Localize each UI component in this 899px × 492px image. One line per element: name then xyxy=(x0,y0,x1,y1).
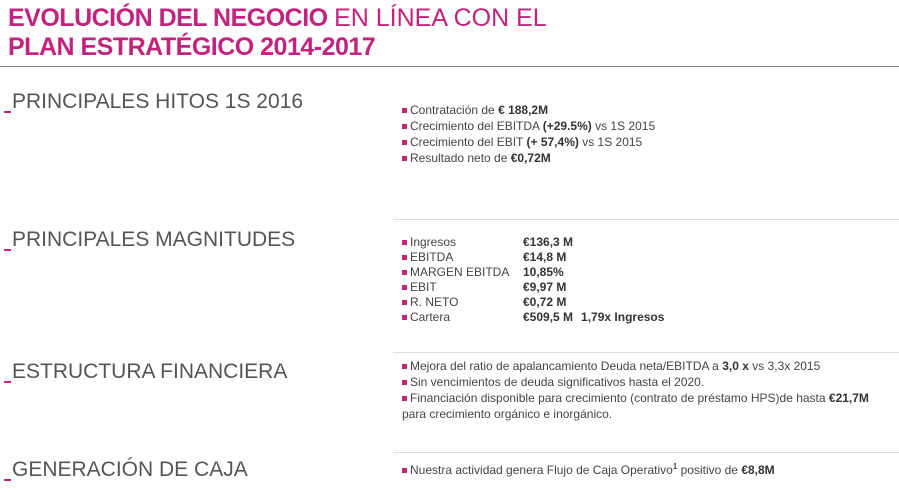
title-bold: EVOLUCIÓN DEL NEGOCIO xyxy=(8,4,328,32)
text: Nuestra actividad genera Flujo de Caja O… xyxy=(410,463,673,477)
text-bold: (+ 57,4%) xyxy=(526,135,579,149)
title: PLAN ESTRATÉGICO 2014-2017 xyxy=(8,33,376,62)
magnitude-label: R. NETO xyxy=(410,295,459,309)
magnitude-row: EBITDA €14,8 M xyxy=(402,249,566,265)
magnitude-row: Ingresos €136,3 M xyxy=(402,234,573,250)
bullet: Nuestra actividad genera Flujo de Caja O… xyxy=(402,459,775,478)
section-heading: PRINCIPALES HITOS 1S 2016 xyxy=(3,90,304,113)
magnitude-value: €9,97 M xyxy=(523,280,567,294)
text: Crecimiento del EBIT xyxy=(410,135,527,149)
footnote-mark: 1 xyxy=(672,462,678,471)
text: vs 1S 2015 xyxy=(591,119,656,133)
magnitude-row: Cartera €509,5 M 1,79x Ingresos xyxy=(402,309,664,325)
title-light: EN LÍNEA CON EL xyxy=(334,4,547,32)
bullet: Resultado neto de €0,72M xyxy=(402,150,551,166)
magnitude-value: €0,72 M xyxy=(523,295,567,309)
magnitude-label: Ingresos xyxy=(410,235,457,249)
magnitude-value: 10,85% xyxy=(523,265,564,279)
magnitude-row: EBIT €9,97 M xyxy=(402,279,566,295)
text: para crecimiento orgánico e inorgánico. xyxy=(402,407,613,421)
text-bold: €8,8M xyxy=(741,463,775,477)
section-heading: PRINCIPALES MAGNITUDES xyxy=(3,228,296,251)
text-bold: (+29.5%) xyxy=(542,119,592,133)
text: Financiación disponible para crecimiento… xyxy=(410,391,829,405)
magnitude-label: MARGEN EBITDA xyxy=(410,265,510,279)
bullet: Financiación disponible para crecimiento… xyxy=(402,390,892,422)
text: Contratación de xyxy=(410,103,499,117)
divider xyxy=(0,66,899,67)
magnitude-label: EBITDA xyxy=(410,250,454,264)
text: vs 3,3x 2015 xyxy=(748,359,821,373)
bullet: Crecimiento del EBIT (+ 57,4%) vs 1S 201… xyxy=(402,134,642,150)
text-bold: €21,7M xyxy=(828,391,869,405)
divider xyxy=(393,352,899,353)
section-heading: ESTRUCTURA FINANCIERA xyxy=(3,360,288,383)
title: EVOLUCIÓN DEL NEGOCIO EN LÍNEA CON EL xyxy=(8,4,547,33)
magnitude-value: 1,79x Ingresos xyxy=(581,310,665,324)
text: Resultado neto de xyxy=(410,151,511,165)
text: vs 1S 2015 xyxy=(578,135,643,149)
text-bold: 3,0 x xyxy=(722,359,749,373)
bullet: Sin vencimientos de deuda significativos… xyxy=(402,374,704,390)
bullet: Mejora del ratio de apalancamiento Deuda… xyxy=(402,358,820,374)
text-bold: €0,72M xyxy=(510,151,551,165)
text: Sin vencimientos de deuda significativos… xyxy=(410,375,705,389)
text: positivo de xyxy=(677,463,742,477)
divider xyxy=(393,219,899,220)
text-bold: € 188,2M xyxy=(498,103,549,117)
magnitude-value: €509,5 M xyxy=(523,310,574,324)
magnitude-row: R. NETO €0,72 M xyxy=(402,294,566,310)
section-heading: GENERACIÓN DE CAJA xyxy=(4,458,248,481)
title-bold: PLAN ESTRATÉGICO 2014-2017 xyxy=(8,33,376,61)
magnitude-label: EBIT xyxy=(410,280,437,294)
magnitude-label: Cartera xyxy=(410,310,451,324)
divider xyxy=(393,452,899,453)
bullet: Crecimiento del EBITDA (+29.5%) vs 1S 20… xyxy=(402,118,655,134)
magnitude-value: €14,8 M xyxy=(523,250,567,264)
text: Crecimiento del EBITDA xyxy=(410,119,543,133)
magnitude-value: €136,3 M xyxy=(523,235,574,249)
magnitude-row: MARGEN EBITDA 10,85% xyxy=(402,264,564,280)
bullet: Contratación de € 188,2M xyxy=(402,102,548,118)
text: Mejora del ratio de apalancamiento Deuda… xyxy=(410,359,723,373)
